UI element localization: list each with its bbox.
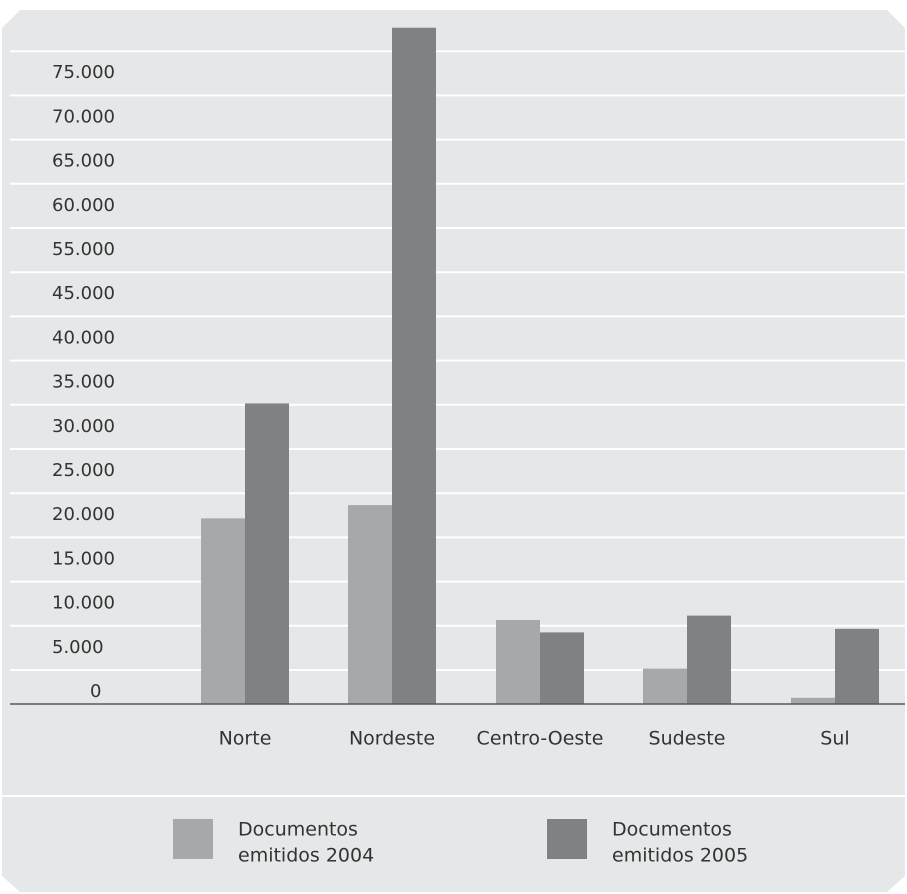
bar-norte-series-1	[201, 518, 245, 704]
x-tick-label: Norte	[219, 728, 272, 750]
bar-centro-oeste-series-2	[540, 632, 584, 704]
legend-label: Documentos	[612, 819, 732, 841]
y-tick-label: 65.000	[52, 151, 115, 172]
y-tick-label: 25.000	[52, 460, 115, 481]
bar-sul-series-1	[791, 697, 835, 704]
bar-sul-series-2	[835, 628, 879, 704]
legend-label: Documentos	[238, 819, 358, 841]
y-axis-tick-labels: 0 5.000 10.000 15.000 20.000 25.000 30.000 35.0…	[52, 62, 115, 702]
legend-label: emitidos 2005	[612, 845, 748, 867]
y-tick-label: 45.000	[52, 283, 115, 304]
chart-panel	[2, 10, 905, 892]
x-tick-label: Nordeste	[349, 728, 435, 750]
bar-sudeste-series-2	[687, 615, 731, 704]
y-tick-label: 30.000	[52, 416, 115, 437]
bars	[201, 27, 879, 705]
x-tick-label: Sul	[820, 728, 849, 750]
x-axis-tick-labels: Norte Nordeste Centro-Oeste Sudeste Sul	[219, 728, 850, 750]
x-tick-label: Centro-Oeste	[477, 728, 604, 750]
y-tick-label: 10.000	[52, 593, 115, 614]
y-tick-label: 75.000	[52, 62, 115, 83]
y-tick-label: 40.000	[52, 327, 115, 348]
bar-centro-oeste-series-1	[496, 620, 540, 704]
y-tick-label: 70.000	[52, 106, 115, 127]
legend-swatch	[547, 819, 587, 859]
y-tick-label: 20.000	[52, 504, 115, 525]
legend-swatch	[173, 819, 213, 859]
legend-label: emitidos 2004	[238, 845, 374, 867]
x-tick-label: Sudeste	[649, 728, 726, 750]
y-tick-label: 5.000	[52, 637, 104, 658]
y-tick-label: 55.000	[52, 239, 115, 260]
y-tick-label: 15.000	[52, 548, 115, 569]
bar-sudeste-series-1	[643, 668, 687, 704]
bar-norte-series-2	[245, 403, 289, 704]
bar-nordeste-series-2	[392, 27, 436, 705]
y-tick-label: 0	[90, 681, 101, 702]
y-tick-label: 60.000	[52, 195, 115, 216]
bar-nordeste-series-1	[348, 505, 392, 704]
gridlines	[10, 50, 905, 671]
legend: Documentos emitidos 2004 Documentos emitido…	[173, 819, 748, 867]
y-tick-label: 35.000	[52, 372, 115, 393]
